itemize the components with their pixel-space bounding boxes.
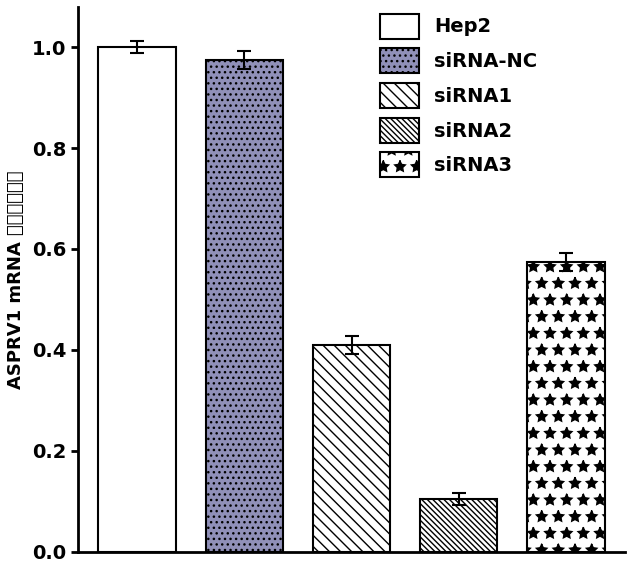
Bar [99,47,176,552]
Bar [420,499,497,552]
Bar [528,262,605,552]
Legend: Hep2, siRNA-NC, siRNA1, siRNA2, siRNA3: Hep2, siRNA-NC, siRNA1, siRNA2, siRNA3 [372,6,545,185]
Bar [205,60,283,552]
Y-axis label: ASPRV1 mRNA 的相对表达量: ASPRV1 mRNA 的相对表达量 [7,170,25,389]
Bar [313,345,390,552]
